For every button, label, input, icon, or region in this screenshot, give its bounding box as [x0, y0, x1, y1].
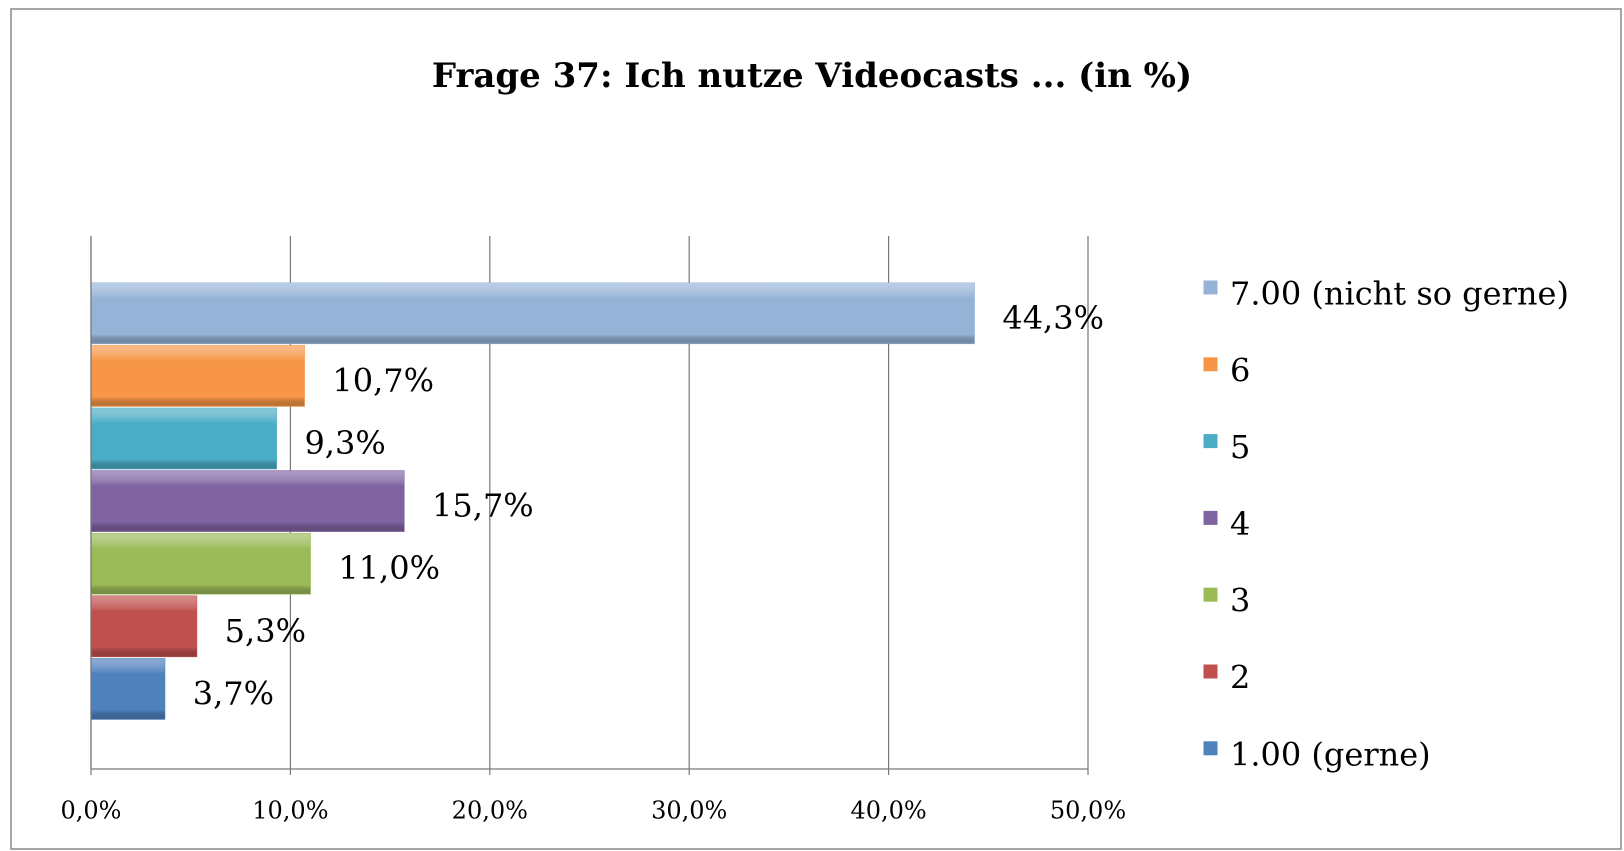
- bar-shine: [91, 345, 305, 407]
- value-label: 3,7%: [193, 674, 274, 712]
- value-label: 5,3%: [225, 612, 306, 650]
- legend-label: 5: [1230, 428, 1250, 466]
- bar-shine: [91, 408, 277, 469]
- bar-shine: [91, 283, 975, 344]
- legend-swatch: [1202, 740, 1219, 757]
- value-label: 11,0%: [338, 549, 440, 587]
- legend-label: 3: [1230, 582, 1250, 620]
- x-tick-label: 40,0%: [850, 797, 926, 825]
- chart-title: Frage 37: Ich nutze Videocasts ... (in %…: [432, 56, 1192, 96]
- x-tick-label: 0,0%: [61, 797, 122, 825]
- x-tick-label: 50,0%: [1050, 797, 1126, 825]
- bar-shine: [91, 658, 165, 720]
- legend-swatch: [1202, 433, 1219, 450]
- bar-shine: [91, 596, 197, 657]
- legend-swatch: [1202, 356, 1219, 373]
- value-label: 44,3%: [1002, 299, 1104, 337]
- legend-swatch: [1202, 586, 1219, 603]
- legend-label: 1.00 (gerne): [1230, 735, 1431, 773]
- bar-shine: [91, 470, 405, 532]
- x-tick-label: 30,0%: [651, 797, 727, 825]
- legend-label: 6: [1230, 351, 1250, 389]
- chart-frame: [10, 8, 1622, 850]
- x-tick-label: 20,0%: [452, 797, 528, 825]
- legend-label: 7.00 (nicht so gerne): [1230, 275, 1569, 313]
- value-label: 9,3%: [304, 424, 385, 462]
- x-tick-label: 10,0%: [252, 797, 328, 825]
- value-label: 10,7%: [332, 361, 434, 399]
- legend-swatch: [1202, 509, 1219, 526]
- legend-swatch: [1202, 663, 1219, 680]
- value-label: 15,7%: [432, 487, 534, 525]
- legend-swatch: [1202, 279, 1219, 296]
- legend-label: 2: [1230, 659, 1250, 697]
- legend-label: 4: [1230, 505, 1250, 543]
- bar-shine: [91, 533, 311, 594]
